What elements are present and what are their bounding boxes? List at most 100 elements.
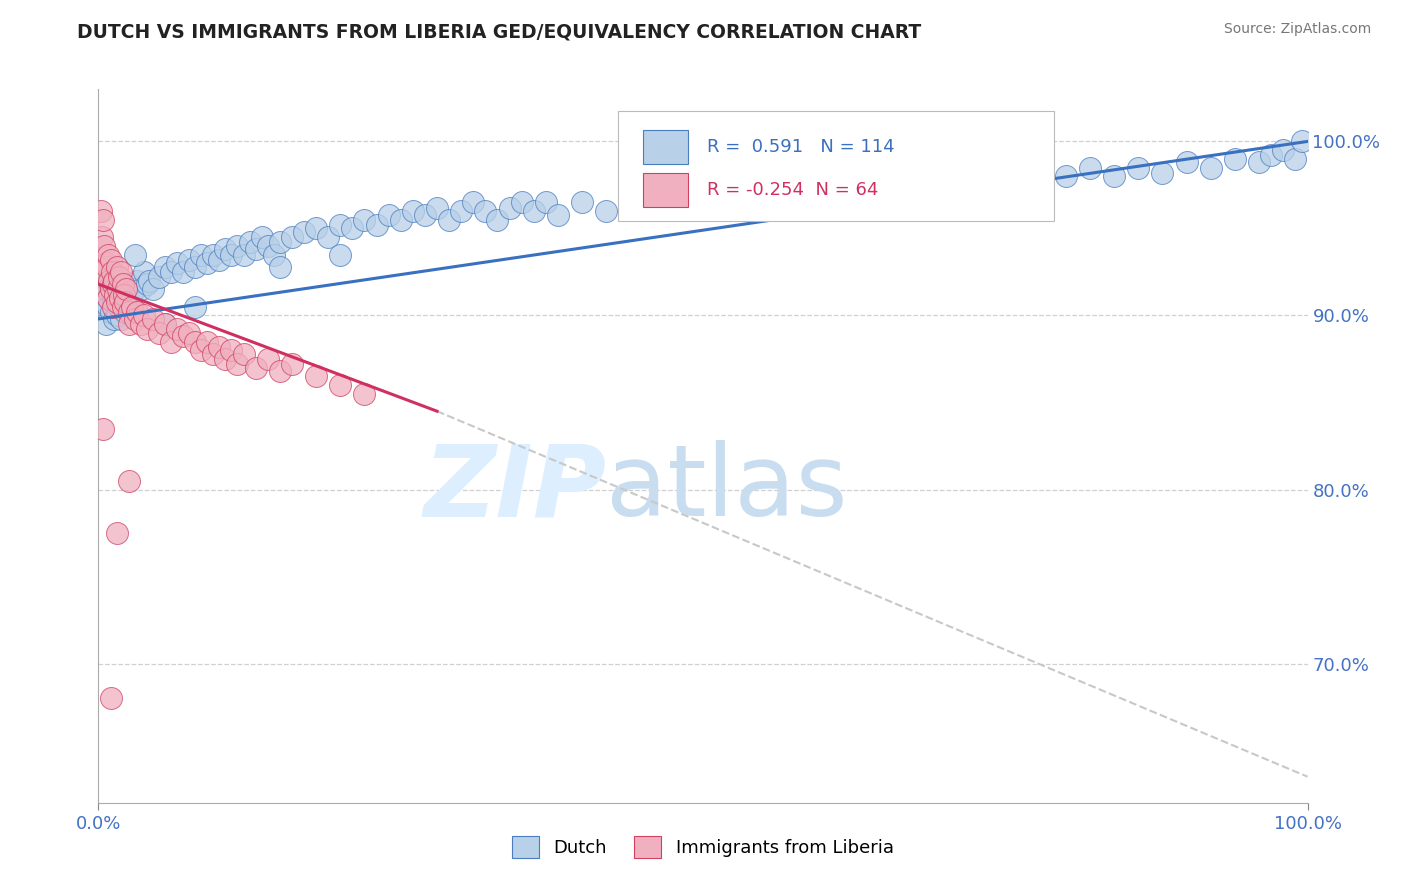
Point (269, 260, 291, 274)
Point (121, 300, 143, 314)
Point (97, 247, 120, 261)
Point (329, 247, 352, 261)
Point (269, 364, 291, 378)
Point (1152, 166, 1174, 180)
Point (93, 239, 115, 253)
Point (107, 277, 129, 292)
Text: atlas: atlas (606, 441, 848, 537)
Point (93, 294, 115, 309)
Point (94, 317, 117, 331)
Point (571, 195, 593, 210)
Point (1272, 143, 1295, 157)
Point (90, 204, 112, 219)
Point (486, 212, 509, 227)
Point (232, 247, 254, 261)
Point (114, 305, 136, 319)
Point (342, 221, 364, 235)
Point (716, 183, 738, 197)
Point (101, 277, 124, 292)
Point (121, 300, 143, 314)
Point (510, 195, 533, 210)
Point (96, 291, 118, 305)
Point (115, 291, 138, 305)
Point (148, 326, 170, 340)
Point (353, 212, 375, 227)
Point (114, 294, 136, 309)
Point (245, 360, 267, 375)
Point (93, 265, 115, 279)
Point (190, 247, 212, 261)
Point (1128, 161, 1150, 175)
Point (179, 252, 201, 267)
Point (366, 218, 388, 232)
Point (1291, 135, 1313, 149)
Point (105, 309, 128, 323)
Text: DUTCH VS IMMIGRANTS FROM LIBERIA GED/EQUIVALENCY CORRELATION CHART: DUTCH VS IMMIGRANTS FROM LIBERIA GED/EQU… (77, 22, 921, 41)
Point (108, 270, 131, 285)
Point (740, 190, 762, 204)
Bar (643, 130, 689, 164)
Point (957, 178, 980, 192)
Point (105, 526, 128, 541)
Point (111, 300, 134, 314)
Point (184, 260, 207, 274)
Point (1284, 152, 1306, 166)
Point (239, 235, 262, 250)
Point (1260, 148, 1282, 162)
Point (118, 474, 141, 488)
Point (1102, 169, 1125, 184)
Point (765, 178, 787, 192)
Point (305, 369, 328, 384)
Point (135, 277, 157, 292)
Point (1249, 155, 1271, 169)
Point (100, 282, 122, 296)
Point (426, 201, 449, 215)
Point (208, 252, 231, 267)
Point (619, 190, 641, 204)
Point (644, 195, 666, 210)
Point (105, 260, 128, 274)
Point (111, 277, 134, 292)
Point (316, 230, 339, 244)
Point (134, 309, 156, 323)
Point (110, 265, 132, 279)
Point (292, 225, 315, 239)
Text: ZIP: ZIP (423, 441, 606, 537)
Point (104, 287, 127, 301)
Point (124, 312, 146, 326)
Point (1007, 178, 1029, 192)
Point (100, 691, 122, 706)
Point (101, 300, 124, 314)
Point (91, 230, 114, 244)
Point (256, 351, 278, 366)
Point (142, 282, 165, 296)
Point (256, 239, 278, 253)
Point (1175, 155, 1198, 169)
Point (112, 287, 135, 301)
Point (1223, 152, 1246, 166)
Point (837, 186, 859, 201)
Text: R =  0.591   N = 114: R = 0.591 N = 114 (707, 138, 894, 156)
Point (329, 218, 352, 232)
Point (377, 207, 399, 221)
Point (1031, 166, 1053, 180)
Point (97, 300, 120, 314)
Text: Source: ZipAtlas.com: Source: ZipAtlas.com (1223, 22, 1371, 37)
Point (813, 178, 835, 192)
Point (118, 277, 141, 292)
Point (120, 287, 142, 301)
Point (96, 282, 118, 296)
Point (129, 317, 152, 331)
Point (118, 305, 141, 319)
Point (202, 247, 225, 261)
Point (112, 282, 135, 296)
Point (108, 291, 131, 305)
Point (184, 334, 207, 349)
Point (91, 287, 114, 301)
Point (202, 347, 225, 361)
Point (934, 172, 956, 186)
Point (547, 207, 569, 221)
Point (776, 195, 799, 210)
Point (329, 378, 352, 392)
Point (981, 169, 1004, 184)
